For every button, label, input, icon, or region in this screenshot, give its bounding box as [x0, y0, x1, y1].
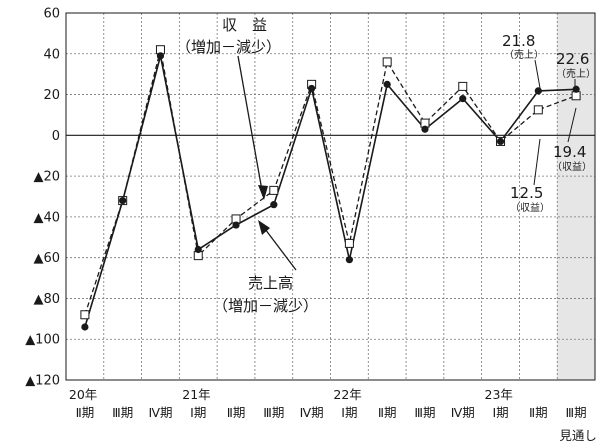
profit-annotation-arrow: [237, 55, 264, 197]
profit-point: [458, 81, 468, 91]
series-group: [80, 45, 581, 331]
forecast-label: 見通し: [559, 428, 597, 443]
label-21-8: 21.8: [502, 32, 535, 50]
plot-frame: [65, 12, 596, 381]
y-tick-label: 40: [43, 47, 60, 62]
sales-point: [270, 201, 278, 209]
sales-point: [81, 323, 89, 331]
y-tick-label: ▲60: [33, 251, 60, 266]
sales-annotation-title: 売上高: [248, 274, 293, 292]
forecast-shade: [557, 13, 595, 380]
year-label: 21年: [182, 387, 210, 402]
sales-point: [459, 95, 467, 103]
profit-point: [571, 91, 581, 101]
quarter-label: Ⅰ期: [492, 405, 508, 420]
sales-point: [345, 256, 353, 264]
gridlines: [66, 13, 595, 380]
quarter-label: Ⅲ期: [112, 405, 133, 420]
quarter-label: Ⅱ期: [227, 405, 246, 420]
quarter-label: Ⅳ期: [148, 405, 172, 420]
quarter-label: Ⅱ期: [76, 405, 95, 420]
y-axis: 60 40 20 0 ▲20 ▲40 ▲60 ▲80 ▲100 ▲120: [25, 7, 60, 389]
label-22-6-sub: （売上）: [556, 67, 596, 80]
sales-line: [84, 55, 577, 328]
quarter-label: Ⅳ期: [451, 405, 475, 420]
quarter-label: Ⅱ期: [378, 405, 397, 420]
sales-point: [534, 87, 542, 95]
y-tick-label: ▲100: [25, 333, 60, 348]
quarter-label: Ⅲ期: [263, 405, 284, 420]
label-21-8-sub: （売上）: [504, 48, 544, 61]
x-axis: 20年 21年 22年 23年 Ⅱ期 Ⅲ期 Ⅳ期 Ⅰ期 Ⅱ期 Ⅲ期 Ⅳ期 Ⅰ期 Ⅱ期 Ⅲ期 Ⅳ期 Ⅰ期 Ⅱ期 Ⅲ期…: [69, 387, 597, 443]
profit-point: [269, 185, 279, 195]
sales-arrowhead: [258, 220, 270, 235]
quarter-label: Ⅲ期: [414, 405, 435, 420]
sales-annotation-sub: （増加－減少）: [213, 297, 318, 315]
sales-point: [156, 52, 165, 60]
profit-annotation-title: 収 益: [222, 16, 267, 34]
quarter-label: Ⅱ期: [529, 405, 548, 420]
annotations: 収 益 （増加－減少） 売上高 （増加－減少） 21.8 （売上） 22.6 （…: [176, 16, 596, 315]
quarter-label: Ⅰ期: [190, 405, 206, 420]
leader-12-5: [533, 138, 541, 186]
leader-21-8: [534, 59, 541, 89]
y-tick-label: ▲120: [25, 374, 60, 389]
sales-point: [383, 80, 391, 88]
profit-point: [80, 310, 90, 320]
quarter-label: Ⅳ期: [300, 405, 324, 420]
sales-point: [572, 85, 580, 93]
label-22-6: 22.6: [556, 50, 589, 68]
label-12-5-sub: （収益）: [510, 201, 550, 214]
sales-point: [119, 196, 127, 205]
year-label: 22年: [333, 387, 361, 402]
label-19-4-sub: （収益）: [552, 160, 592, 173]
y-tick-label: 0: [52, 129, 60, 144]
profit-arrowhead: [258, 185, 268, 200]
sales-point: [308, 84, 316, 93]
y-tick-label: ▲80: [33, 292, 60, 307]
quarter-label: Ⅰ期: [341, 405, 357, 420]
y-tick-label: ▲40: [33, 210, 60, 225]
sales-point: [421, 125, 429, 133]
profit-point: [533, 105, 543, 115]
leader-19-4: [567, 107, 577, 143]
sales-point: [194, 245, 202, 254]
profit-point: [382, 57, 392, 67]
sales-annotation-arrow: [261, 224, 297, 271]
y-tick-label: ▲20: [33, 170, 60, 185]
profit-annotation-sub: （増加－減少）: [176, 38, 281, 56]
sales-point: [496, 137, 505, 146]
y-tick-label: 60: [43, 7, 60, 22]
label-12-5: 12.5: [510, 184, 543, 202]
label-19-4: 19.4: [553, 143, 586, 161]
quarter-label: Ⅲ期: [566, 405, 587, 420]
profit-line: [84, 49, 577, 316]
profit-point: [344, 238, 354, 248]
sales-point: [232, 221, 240, 229]
year-label: 23年: [485, 387, 513, 402]
y-tick-label: 20: [43, 88, 60, 103]
year-label: 20年: [69, 387, 97, 402]
